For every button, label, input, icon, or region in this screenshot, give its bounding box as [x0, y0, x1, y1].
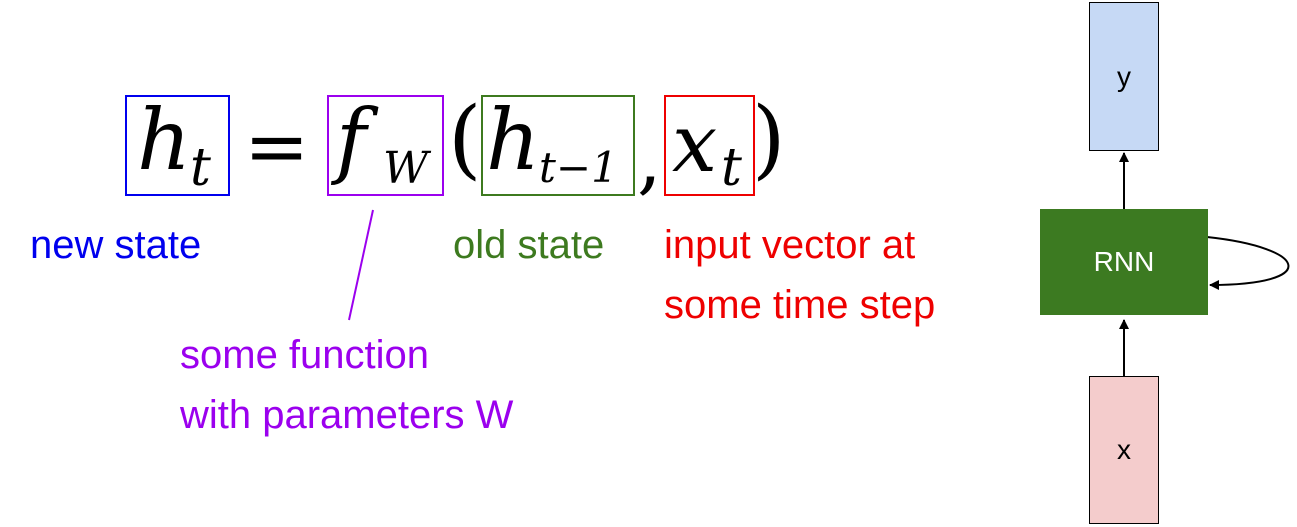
rnn-core-label: RNN	[1093, 246, 1155, 277]
h-prev-symbol: h	[486, 91, 541, 189]
recurrent-loop-arrow	[1206, 236, 1290, 290]
comma: ,	[637, 114, 662, 204]
h-symbol: h	[137, 91, 192, 189]
function-box	[327, 95, 444, 196]
output-label: y	[1117, 60, 1131, 92]
W-subscript: W	[383, 143, 429, 194]
open-paren: (	[448, 89, 482, 189]
t-subscript: t	[190, 138, 211, 198]
new-state-box	[125, 95, 230, 196]
equals-sign: =	[244, 102, 310, 192]
close-paren: )	[752, 89, 786, 189]
function-pointer-line	[348, 209, 374, 321]
function-label-line1: some function	[180, 333, 430, 377]
f-symbol: f	[336, 93, 367, 188]
x-symbol: x	[672, 97, 718, 190]
new-state-label: new state	[30, 223, 202, 267]
input-vector-label-line1: input vector at	[664, 223, 916, 267]
old-state-box	[481, 95, 635, 196]
xt-subscript: t	[721, 138, 742, 198]
rnn-core-node: RNN	[1040, 209, 1208, 315]
input-box	[664, 95, 755, 196]
input-node: x	[1089, 376, 1159, 524]
output-node: y	[1089, 2, 1159, 151]
input-vector-label-line2: some time step	[664, 283, 936, 327]
function-label-line2: with parameters W	[180, 393, 514, 437]
input-label: x	[1117, 434, 1131, 465]
old-state-label: old state	[453, 223, 605, 267]
t-minus-1-subscript: t−1	[539, 143, 618, 192]
